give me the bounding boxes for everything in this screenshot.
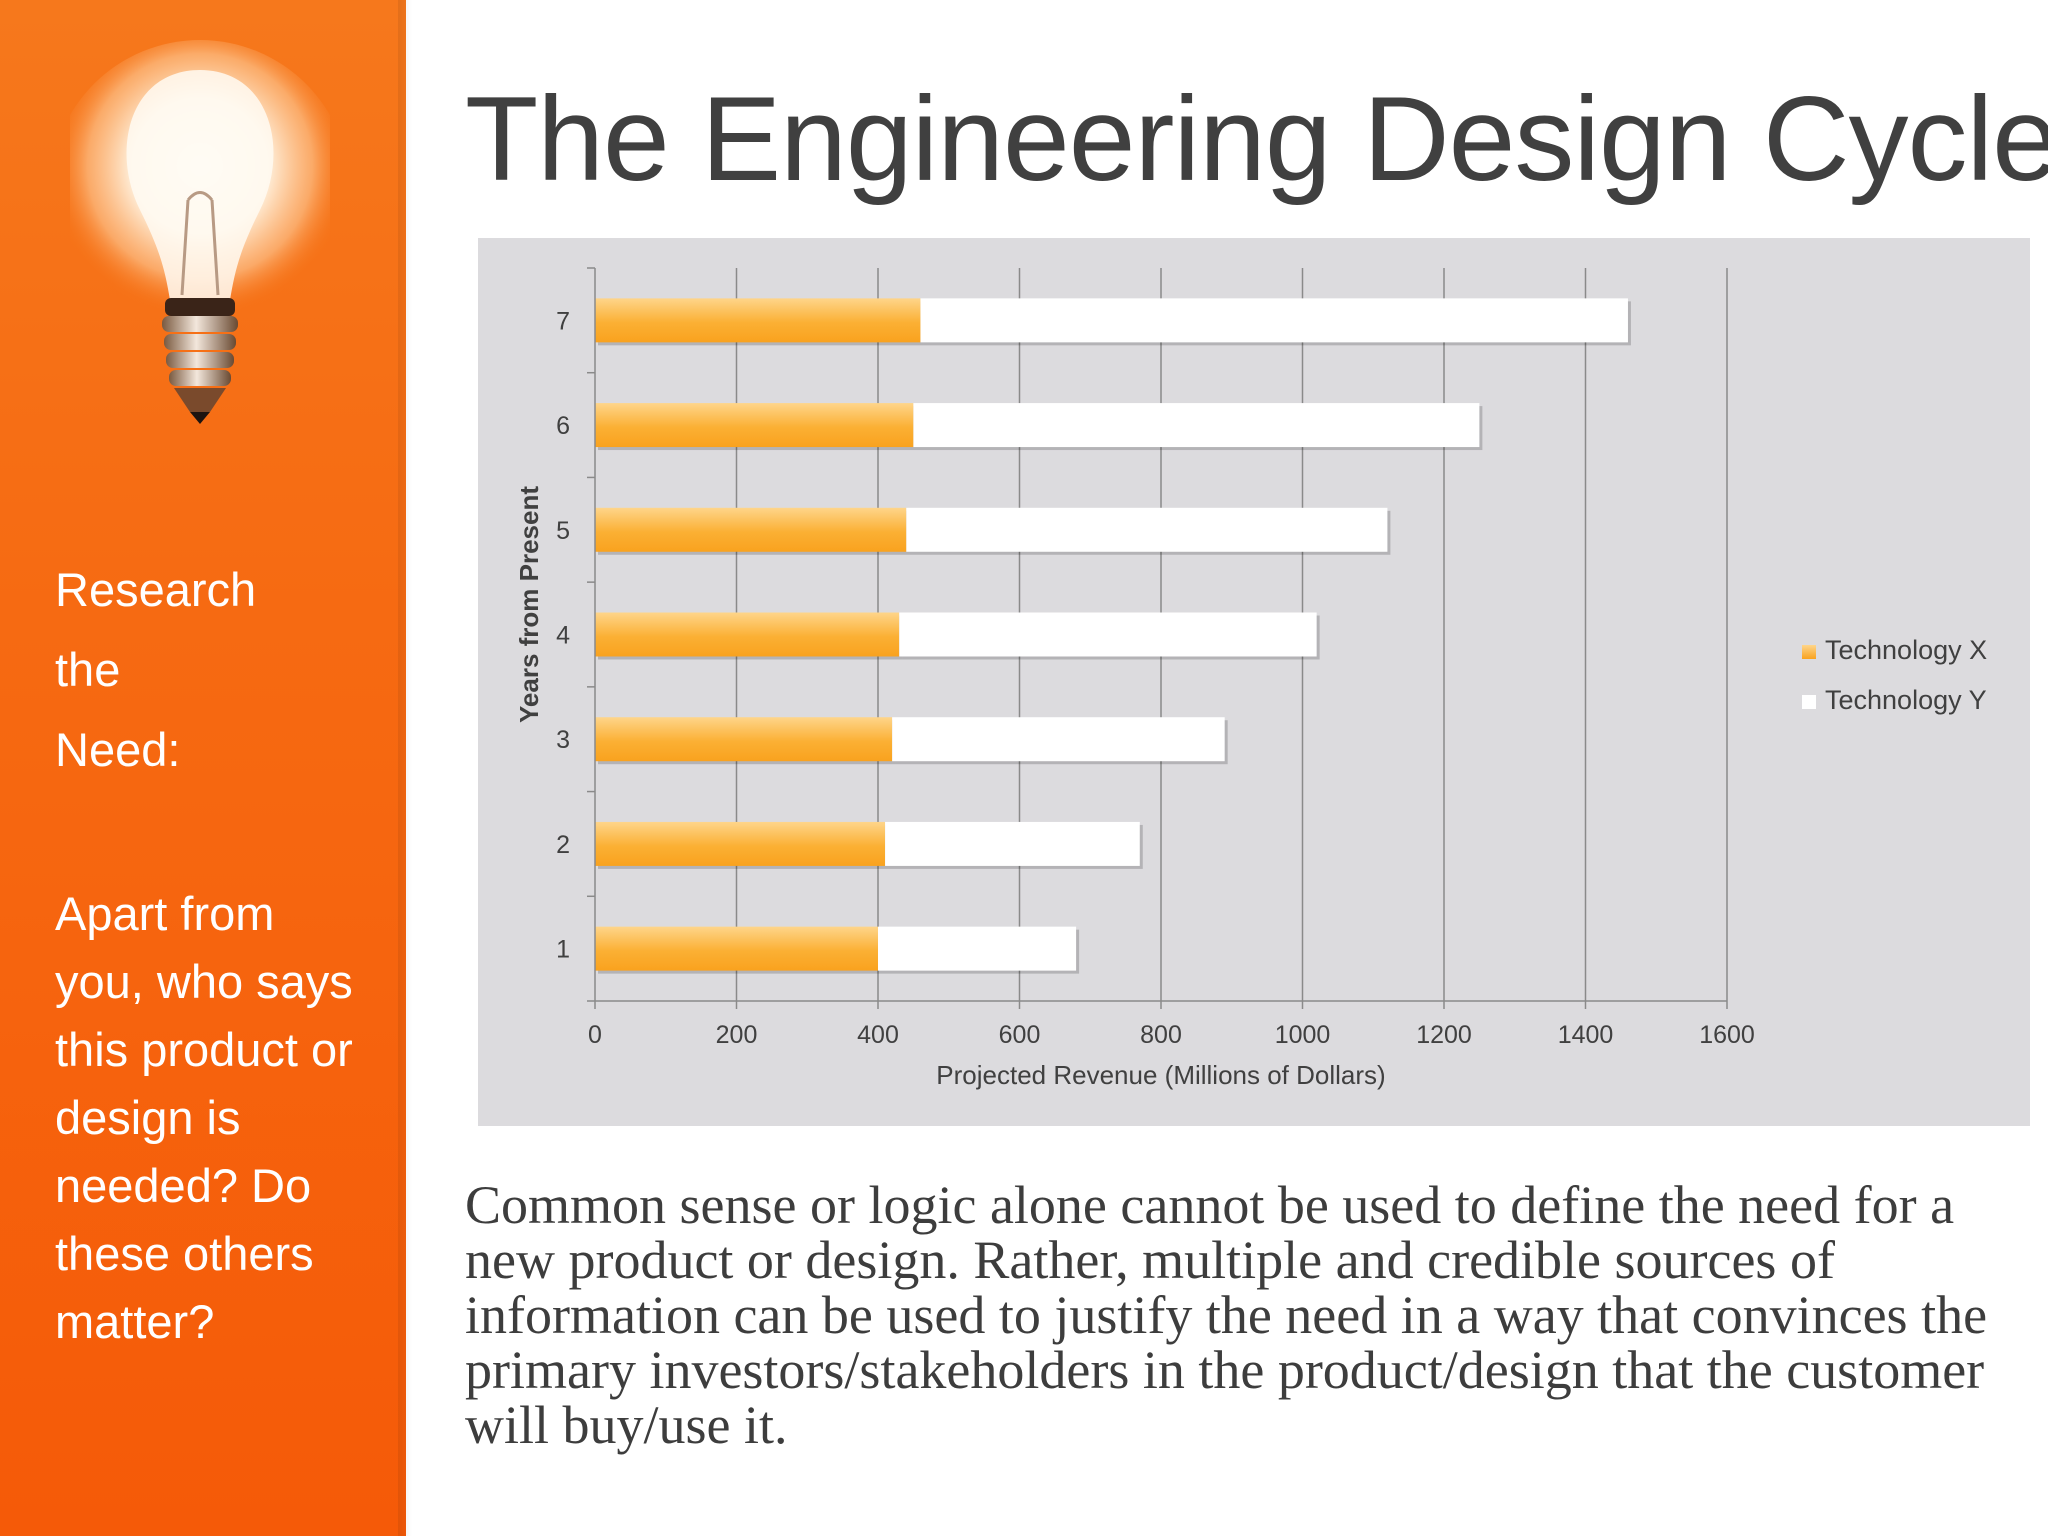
body-text: Common sense or logic alone cannot be us… [465, 1175, 1988, 1455]
sidebar-edge [398, 0, 412, 1536]
lightbulb-icon [70, 40, 330, 424]
y-tick-label: 2 [556, 831, 570, 859]
x-tick-label: 0 [588, 1021, 602, 1049]
y-axis-title: Years from Present [514, 486, 544, 723]
y-tick-label: 1 [556, 936, 570, 964]
bar-technology-y [913, 403, 1480, 448]
legend-swatch [1802, 645, 1816, 659]
x-tick-label: 1600 [1699, 1021, 1755, 1049]
sidebar-heading-line: the [55, 643, 121, 696]
bar-technology-x [595, 298, 921, 343]
x-tick-label: 400 [857, 1021, 899, 1049]
bar-technology-x [595, 612, 900, 657]
legend-swatch [1802, 695, 1816, 709]
x-tick-label: 1400 [1558, 1021, 1614, 1049]
x-tick-label: 1200 [1416, 1021, 1472, 1049]
bar-technology-x [595, 717, 893, 762]
bar-technology-y [920, 298, 1628, 343]
x-axis-title: Projected Revenue (Millions of Dollars) [936, 1060, 1385, 1090]
y-tick-label: 6 [556, 412, 570, 440]
bar-technology-y [878, 926, 1077, 971]
bar-chart: 0 200 400 600 800 1000 1200 1400 1600 1 2 3 4 5 6 7 Proj… [514, 267, 1987, 1090]
sidebar: Research the Need: Apart from you, who s… [0, 0, 412, 1536]
bar-technology-x [595, 403, 914, 448]
y-tick-label: 7 [556, 307, 570, 335]
sidebar-heading-line: Need: [55, 723, 181, 776]
sidebar-question: Apart from you, who says this product or… [55, 887, 353, 1348]
legend-label: Technology X [1825, 635, 1987, 665]
y-tick-label: 4 [556, 622, 570, 650]
x-tick-label: 800 [1140, 1021, 1182, 1049]
bar-technology-x [595, 821, 886, 866]
slide-title: The Engineering Design Cycle [465, 72, 2048, 206]
x-tick-label: 200 [716, 1021, 758, 1049]
y-tick-label: 3 [556, 726, 570, 754]
x-tick-label: 600 [999, 1021, 1041, 1049]
y-tick-label: 5 [556, 517, 570, 545]
sidebar-heading-line: Research [55, 563, 257, 616]
sidebar-heading: Research the Need: [55, 550, 375, 790]
bar-technology-y [892, 717, 1225, 762]
legend-label: Technology Y [1825, 685, 1987, 715]
bar-technology-y [906, 507, 1388, 552]
bar-technology-y [885, 821, 1140, 866]
bar-technology-x [595, 507, 907, 552]
chart-panel: 0 200 400 600 800 1000 1200 1400 1600 1 2 3 4 5 6 7 Proj… [478, 238, 2030, 1126]
x-tick-label: 1000 [1275, 1021, 1331, 1049]
bar-technology-y [899, 612, 1317, 657]
bar-technology-x [595, 926, 878, 971]
